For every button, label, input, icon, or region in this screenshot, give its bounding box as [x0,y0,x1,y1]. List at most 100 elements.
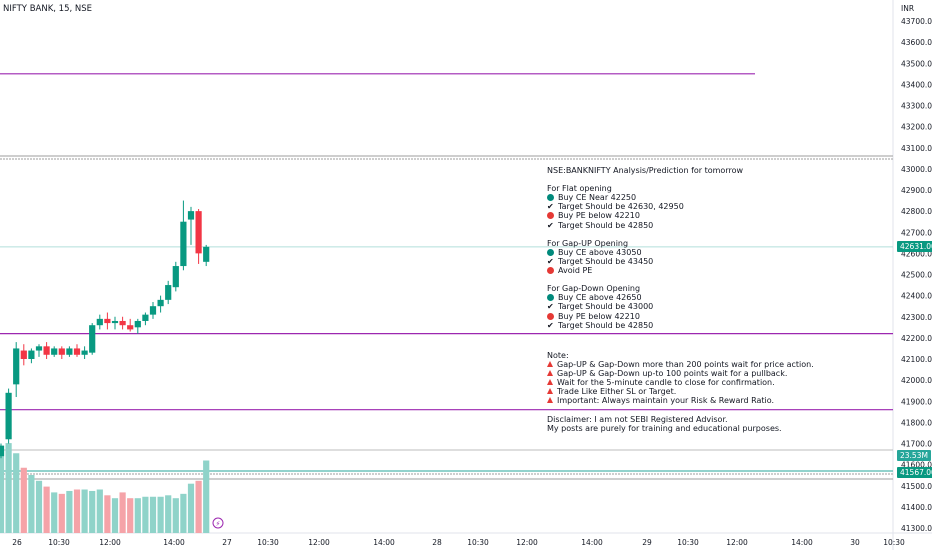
x-tick-label: 14:00 [373,538,395,547]
candle-body [187,211,195,220]
flat-item: Buy CE Near 42250 [558,193,637,203]
candle-body [203,246,210,262]
warning-icon [547,397,553,404]
volume-bar [96,489,103,533]
note-item: Important: Always maintain your Risk & R… [557,396,775,406]
note-block[interactable]: Note: Gap-UP & Gap-Down more than 200 po… [547,351,814,433]
y-tick-label: 43300.00 [901,102,932,111]
current-price-tag: 42631.00 [897,241,932,252]
volume-bar [195,480,202,533]
y-tick-label: 41600.00 [901,461,932,470]
volume-bar [58,493,65,533]
analysis-heading: NSE:BANKNIFTY Analysis/Prediction for to… [547,166,744,175]
candle-body [111,320,119,324]
candle-body [119,320,126,326]
y-tick-label: 43100.00 [901,144,932,153]
green-circle-icon [547,294,554,302]
volume-bar [5,443,12,533]
warning-icon [547,379,553,386]
disclaimer-line: My posts are purely for training and edu… [547,423,782,433]
volume-bar [35,480,43,533]
y-tick-label: 42900.00 [901,186,932,195]
x-tick-label: 30 [850,538,860,547]
volume-bar [172,498,179,533]
x-tick-label: 12:00 [308,538,330,547]
y-tick-label: 42000.00 [901,376,932,385]
candle-body [73,348,81,355]
candle-body [58,348,65,355]
volume-bar [149,496,157,533]
x-tick-label: 10:30 [48,538,70,547]
lightning-icon: ⚡ [216,520,221,528]
gap-down-item: Buy CE above 42650 [558,293,642,303]
gap-up-item: Target Should be 43450 [558,256,654,266]
candle-body [89,325,96,353]
y-tick-label: 41500.00 [901,482,932,491]
volume-bar [0,448,5,533]
y-tick-label: 42700.00 [901,228,932,237]
gap-down-item: Target Should be 42850 [558,320,654,330]
x-tick-label: 10:30 [677,538,699,547]
y-tick-label: 41700.00 [901,440,932,449]
red-circle-icon [547,212,554,220]
candle-body [172,266,179,288]
candle-body [96,318,103,326]
y-tick-label: 42200.00 [901,334,932,343]
volume-bar [187,483,195,533]
flat-item: Target Should be 42630, 42950 [558,202,684,212]
candle-body [165,285,172,300]
gap-down-title: For Gap-Down Opening [547,284,641,294]
check-icon: ✔ [547,320,554,330]
volume-bar [111,498,119,533]
gap-down-item: Target Should be 43000 [558,302,654,312]
check-icon: ✔ [547,220,554,230]
symbol-title[interactable]: NIFTY BANK, 15, NSE [3,4,93,14]
note-item: Gap-UP & Gap-Down up-to 100 points wait … [557,369,788,379]
analysis-note[interactable]: NSE:BANKNIFTY Analysis/Prediction for to… [547,166,743,330]
candle-body [195,211,202,254]
volume-bar [157,496,164,533]
flat-item: Target Should be 42850 [558,220,654,230]
volume-bar [73,489,81,533]
candle-body [51,348,58,355]
flat-item: Buy PE below 42210 [558,211,640,221]
volume-bar [203,460,210,533]
y-tick-label: 42400.00 [901,292,932,301]
x-tick-label: 29 [642,538,652,547]
check-icon: ✔ [547,256,554,266]
warning-icon [547,388,553,395]
y-tick-label: 42500.00 [901,271,932,280]
candle-body [5,392,12,440]
green-circle-icon [547,194,554,202]
x-tick-label: 26 [12,538,22,547]
y-tick-label: 43500.00 [901,59,932,68]
note-title: Note: [547,351,569,360]
x-tick-label: 10:30 [467,538,489,547]
candle-body [0,445,5,457]
candle-body [20,350,27,359]
y-tick-label: 43600.00 [901,38,932,47]
volume-bar [165,495,172,533]
volume-bar [13,453,20,533]
y-tick-label: 43400.00 [901,80,932,89]
volume-bar [81,489,88,533]
candle-body [127,325,134,330]
x-tick-label: 12:00 [99,538,121,547]
y-tick-label: 42800.00 [901,207,932,216]
gap-up-item: Buy CE above 43050 [558,247,642,257]
x-tick-label: 12:00 [516,538,538,547]
y-tick-label: 43000.00 [901,165,932,174]
volume-bar [66,490,73,533]
candle-body [157,299,164,307]
volume-bar [127,498,134,533]
green-circle-icon [547,248,554,256]
y-tick-label: 41900.00 [901,397,932,406]
x-tick-label: 28 [432,538,442,547]
note-item: Trade Like Either SL or Target. [557,387,677,397]
candle-body [35,346,43,351]
volume-bar [180,493,187,533]
gap-up-item: Avoid PE [558,266,593,276]
candle-body [28,350,35,359]
candle-body [13,348,20,385]
